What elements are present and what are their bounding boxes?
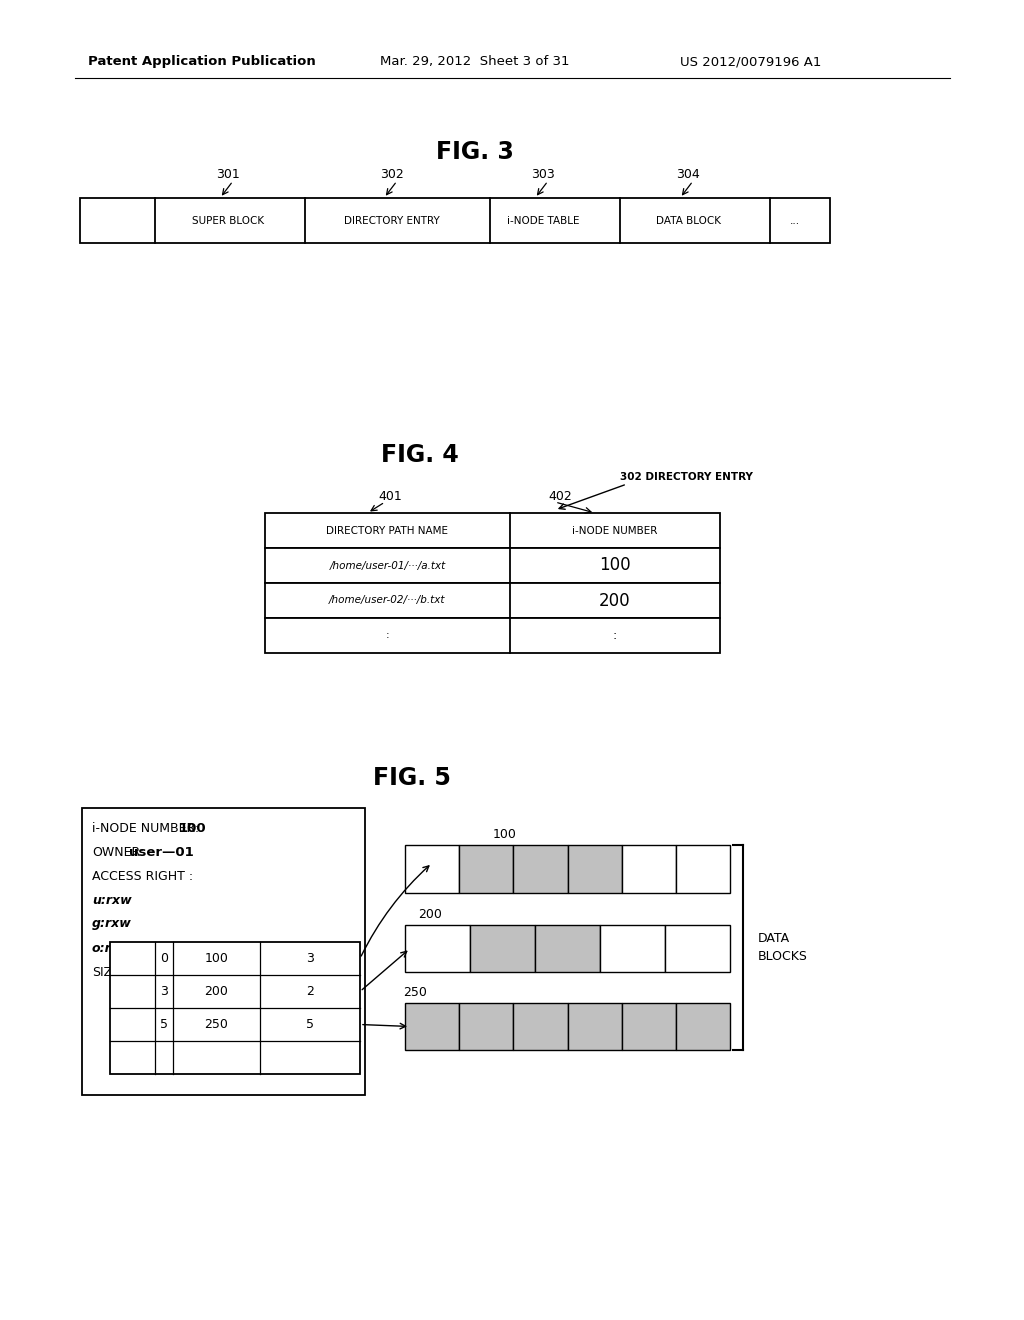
Text: i-NODE NUMBER: i-NODE NUMBER bbox=[572, 525, 657, 536]
Text: 100: 100 bbox=[494, 828, 517, 841]
Text: SIZE:: SIZE: bbox=[92, 965, 124, 978]
Bar bbox=[406, 1003, 459, 1049]
Text: FIG. 3: FIG. 3 bbox=[436, 140, 514, 164]
Bar bbox=[406, 845, 459, 894]
Text: DATA
BLOCKS: DATA BLOCKS bbox=[758, 932, 808, 962]
Text: user—01: user—01 bbox=[129, 846, 194, 858]
Text: 200: 200 bbox=[205, 985, 228, 998]
Text: 302 DIRECTORY ENTRY: 302 DIRECTORY ENTRY bbox=[620, 473, 753, 482]
Text: o:rxw: o:rxw bbox=[92, 941, 131, 954]
Text: 402: 402 bbox=[548, 491, 571, 503]
Text: 302: 302 bbox=[380, 169, 403, 181]
Bar bbox=[567, 1003, 622, 1049]
Bar bbox=[535, 925, 600, 972]
Bar bbox=[265, 618, 720, 653]
Text: :: : bbox=[386, 631, 389, 640]
Text: 5: 5 bbox=[160, 1018, 168, 1031]
Text: 200: 200 bbox=[418, 908, 442, 921]
Text: i-NODE TABLE: i-NODE TABLE bbox=[507, 215, 580, 226]
Text: 100: 100 bbox=[179, 821, 207, 834]
Text: 250: 250 bbox=[403, 986, 427, 999]
Text: Mar. 29, 2012  Sheet 3 of 31: Mar. 29, 2012 Sheet 3 of 31 bbox=[380, 55, 569, 69]
Text: /home/user-02/···/b.txt: /home/user-02/···/b.txt bbox=[330, 595, 445, 606]
Text: 303: 303 bbox=[531, 169, 555, 181]
Bar bbox=[665, 925, 730, 972]
Text: FIG. 5: FIG. 5 bbox=[373, 766, 451, 789]
Text: u:rxw: u:rxw bbox=[92, 894, 132, 907]
Text: 304: 304 bbox=[676, 169, 699, 181]
Bar bbox=[459, 1003, 513, 1049]
Text: 3: 3 bbox=[160, 985, 168, 998]
Text: /home/user-01/···/a.txt: /home/user-01/···/a.txt bbox=[330, 561, 445, 570]
Text: i-NODE NUMBER:: i-NODE NUMBER: bbox=[92, 821, 199, 834]
Bar bbox=[265, 513, 720, 548]
Text: 2: 2 bbox=[306, 985, 314, 998]
Bar bbox=[459, 845, 513, 894]
Bar bbox=[600, 925, 665, 972]
Bar bbox=[513, 845, 567, 894]
Bar bbox=[80, 198, 830, 243]
Bar bbox=[622, 845, 676, 894]
Text: SUPER BLOCK: SUPER BLOCK bbox=[191, 215, 264, 226]
Text: 250: 250 bbox=[205, 1018, 228, 1031]
Text: Patent Application Publication: Patent Application Publication bbox=[88, 55, 315, 69]
Text: 100: 100 bbox=[205, 952, 228, 965]
Text: DATA BLOCK: DATA BLOCK bbox=[655, 215, 721, 226]
Text: DIRECTORY ENTRY: DIRECTORY ENTRY bbox=[344, 215, 440, 226]
Bar bbox=[470, 925, 535, 972]
Bar bbox=[622, 1003, 676, 1049]
Text: :: : bbox=[613, 630, 617, 642]
Text: 3: 3 bbox=[306, 952, 314, 965]
Text: FIG. 4: FIG. 4 bbox=[381, 444, 459, 467]
Bar bbox=[82, 808, 365, 1096]
Bar bbox=[265, 583, 720, 618]
Text: 401: 401 bbox=[378, 491, 401, 503]
Bar bbox=[567, 845, 622, 894]
Text: g:rxw: g:rxw bbox=[92, 917, 132, 931]
Text: 5: 5 bbox=[306, 1018, 314, 1031]
Text: 1000: 1000 bbox=[123, 965, 160, 978]
Text: 200: 200 bbox=[599, 591, 631, 610]
Bar bbox=[265, 548, 720, 583]
Text: ...: ... bbox=[790, 215, 800, 226]
Text: ACCESS RIGHT :: ACCESS RIGHT : bbox=[92, 870, 194, 883]
Bar bbox=[110, 942, 360, 1074]
Text: 100: 100 bbox=[599, 557, 631, 574]
Text: OWNER:: OWNER: bbox=[92, 846, 144, 858]
Bar bbox=[513, 1003, 567, 1049]
Bar bbox=[676, 1003, 730, 1049]
Text: 0: 0 bbox=[160, 952, 168, 965]
Bar bbox=[676, 845, 730, 894]
Text: DIRECTORY PATH NAME: DIRECTORY PATH NAME bbox=[327, 525, 449, 536]
Text: US 2012/0079196 A1: US 2012/0079196 A1 bbox=[680, 55, 821, 69]
Text: 301: 301 bbox=[216, 169, 240, 181]
Bar bbox=[406, 925, 470, 972]
